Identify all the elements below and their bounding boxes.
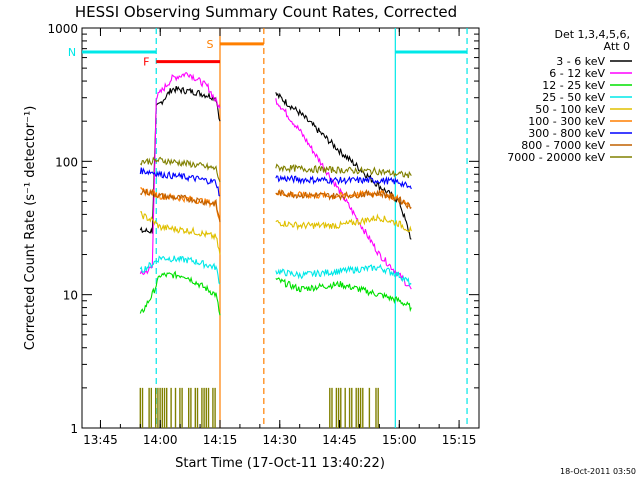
legend-label-50-100-kev: 50 - 100 keV (535, 103, 605, 116)
flag-label-n: N (68, 46, 76, 59)
x-tick-label-1: 14:00 (143, 433, 178, 447)
legend-label-6-12-kev: 6 - 12 keV (549, 67, 605, 80)
series-line-7000-20000-kev-seg0 (139, 156, 221, 183)
x-tick-label-0: 13:45 (83, 433, 118, 447)
series-line-3-6-kev-seg0 (139, 85, 221, 234)
series-line-100-300-kev-seg0 (140, 187, 221, 223)
series-lines (139, 71, 412, 316)
y-axis-ticks: 1 10 100 1000 (47, 22, 479, 436)
legend-label-100-300-kev: 100 - 300 keV (528, 115, 605, 128)
legend-title-line-0: Det 1,3,4,5,6, (554, 28, 630, 41)
state-flags: F N S (68, 38, 468, 69)
flag-label-f: F (143, 56, 149, 69)
series-line-6-12-kev-seg1 (275, 98, 412, 290)
legend-label-25-50-kev: 25 - 50 keV (542, 91, 605, 104)
series-line-25-50-kev-seg1 (275, 263, 412, 287)
series-line-7000-20000-kev-seg1 (275, 163, 412, 179)
series-line-3-6-kev-seg1 (275, 92, 412, 240)
x-tick-label-6: 15:15 (442, 433, 477, 447)
legend-label-300-800-kev: 300 - 800 keV (528, 127, 605, 140)
y-tick-label-3: 1000 (47, 22, 78, 36)
y-tick-label-2: 100 (55, 155, 78, 169)
legend-title-line-1: Att 0 (604, 40, 630, 53)
y-tick-label-0: 1 (70, 422, 78, 436)
legend-label-800-7000-kev: 800 - 7000 keV (521, 139, 605, 152)
x-tick-label-2: 14:15 (203, 433, 238, 447)
footer-timestamp: 18-Oct-2011 03:50 (560, 467, 636, 476)
legend-label-7000-20000-kev: 7000 - 20000 keV (507, 151, 605, 164)
series-line-12-25-kev-seg0 (139, 270, 221, 316)
series-line-100-300-kev-seg1 (275, 188, 412, 209)
series-line-50-100-kev-seg0 (140, 211, 221, 255)
series-line-800-7000-kev-seg1 (275, 188, 412, 210)
x-axis-ticks: 13:45 14:00 14:15 14:30 14:45 15:00 15:15 (83, 28, 480, 447)
series-line-800-7000-kev-seg0 (139, 188, 221, 223)
series-line-25-50-kev-seg0 (139, 255, 221, 285)
series-line-12-25-kev-seg1 (275, 277, 412, 313)
plot-frame (81, 27, 480, 429)
chart-title: HESSI Observing Summary Count Rates, Cor… (75, 3, 457, 21)
x-tick-label-3: 14:30 (262, 433, 297, 447)
legend-label-3-6-kev: 3 - 6 keV (556, 55, 605, 68)
vertical-markers (155, 28, 468, 428)
series-line-6-12-kev-seg0 (139, 71, 221, 276)
x-axis-label: Start Time (17-Oct-11 13:40:22) (175, 456, 385, 471)
series-line-300-800-kev-seg0 (139, 167, 221, 197)
series-line-50-100-kev-seg1 (275, 213, 412, 232)
x-tick-label-4: 14:45 (322, 433, 357, 447)
y-axis-label: Corrected Count Rate (s⁻¹ detector⁻¹) (23, 106, 38, 351)
legend-label-12-25-kev: 12 - 25 keV (542, 79, 605, 92)
flag-label-s: S (207, 38, 214, 51)
x-tick-label-5: 15:00 (382, 433, 417, 447)
series-line-300-800-kev-seg1 (275, 174, 412, 190)
noise-bars (139, 387, 379, 428)
y-tick-label-1: 10 (63, 289, 78, 303)
